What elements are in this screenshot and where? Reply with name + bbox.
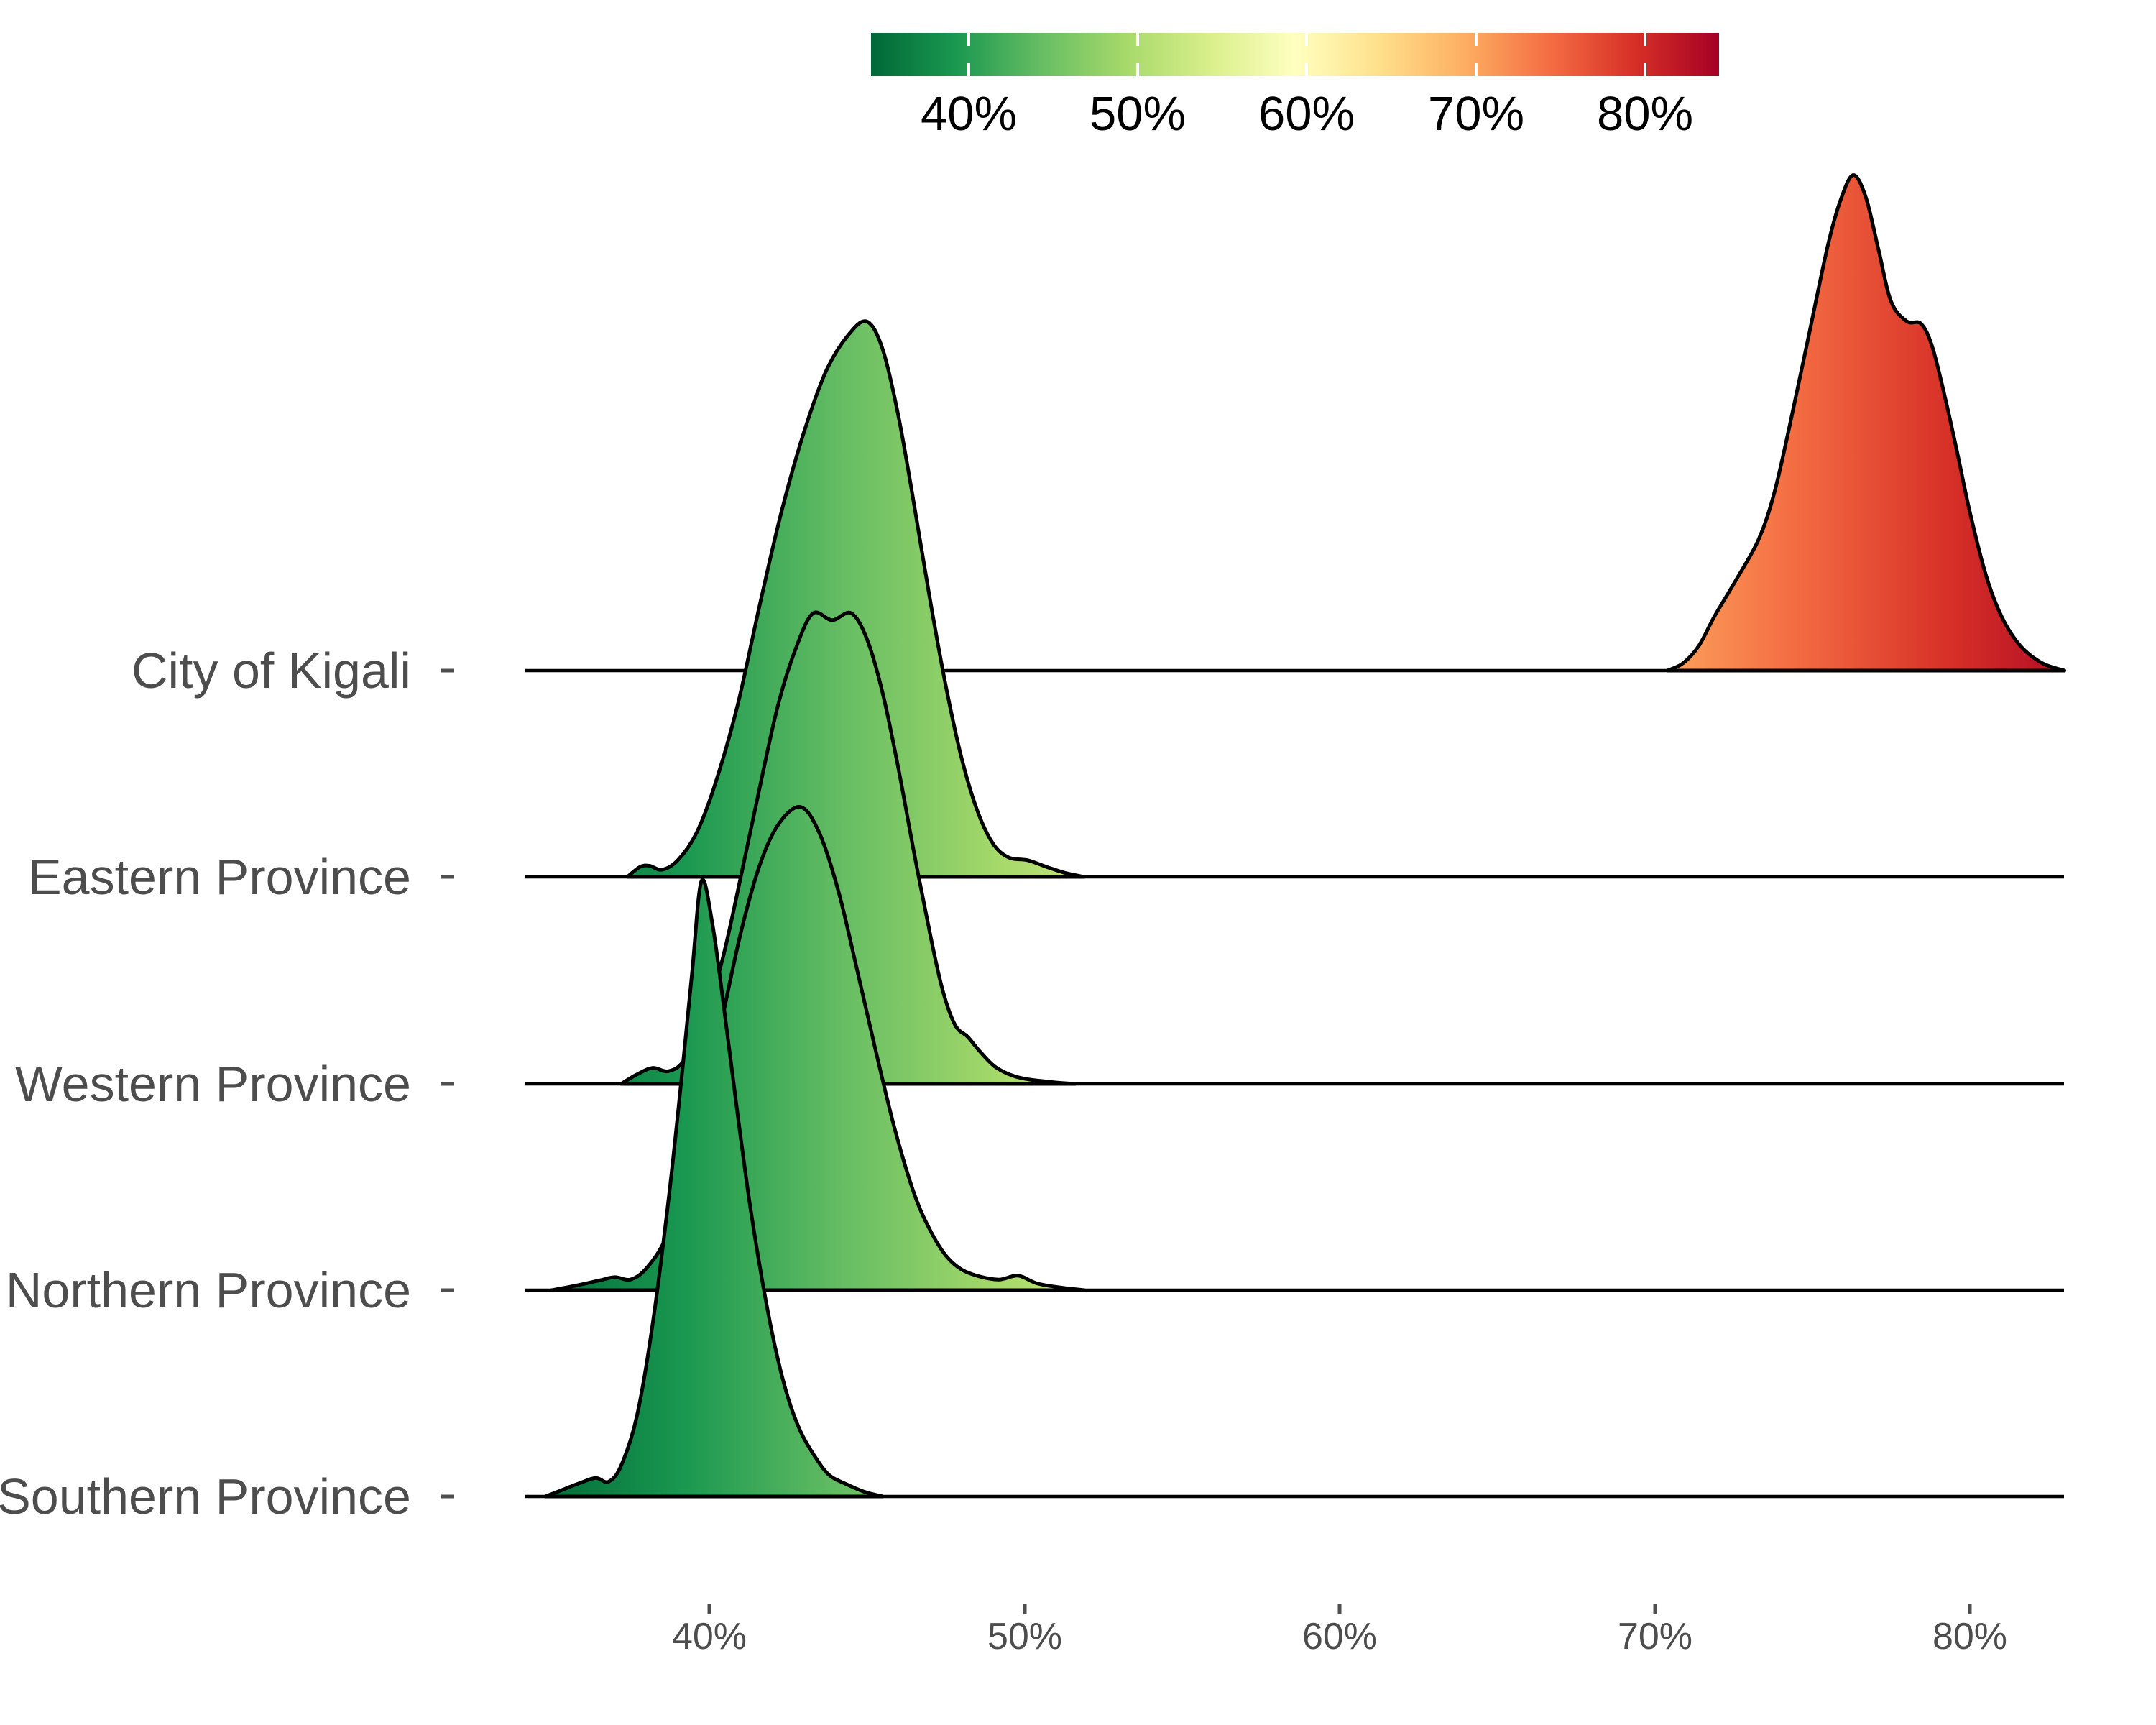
x-axis-tick-label-70: 70% xyxy=(1618,1616,1692,1657)
colorbar-tick-label-60: 60% xyxy=(1258,87,1355,141)
colorbar-tick-label-50: 50% xyxy=(1089,87,1186,141)
y-axis-label-northern-province: Northern Province xyxy=(6,1262,411,1318)
x-axis-tick-label-80: 80% xyxy=(1932,1616,2007,1657)
x-axis-tick-label-40: 40% xyxy=(672,1616,747,1657)
colorbar-legend: 40% 50% 60% 70% 80% xyxy=(871,33,1719,141)
row-city-of-kigali xyxy=(525,173,2067,673)
ridge-eastern-province xyxy=(625,319,1087,879)
ridge-southern-province xyxy=(543,878,885,1499)
x-axis-tick-label-50: 50% xyxy=(987,1616,1062,1657)
y-axis-label-eastern-province: Eastern Province xyxy=(28,849,411,905)
colorbar-tick-label-80: 80% xyxy=(1597,87,1693,141)
colorbar-ticks xyxy=(967,33,1646,76)
row-northern-province xyxy=(525,805,2064,1292)
x-axis: 40% 50% 60% 70% 80% xyxy=(672,1604,2007,1657)
y-axis-label-western-province: Western Province xyxy=(15,1056,411,1112)
colorbar-tick-label-40: 40% xyxy=(921,87,1017,141)
colorbar-gradient xyxy=(871,33,1719,76)
y-axis: City of Kigali Eastern Province Western … xyxy=(0,643,454,1524)
x-axis-tick-label-60: 60% xyxy=(1302,1616,1377,1657)
y-axis-label-city-of-kigali: City of Kigali xyxy=(132,643,411,699)
row-southern-province xyxy=(525,878,2064,1499)
ridge-northern-province xyxy=(550,805,1087,1292)
ridge-city-of-kigali xyxy=(1665,173,2067,673)
colorbar-tick-label-70: 70% xyxy=(1428,87,1524,141)
y-axis-label-southern-province: Southern Province xyxy=(0,1468,411,1524)
